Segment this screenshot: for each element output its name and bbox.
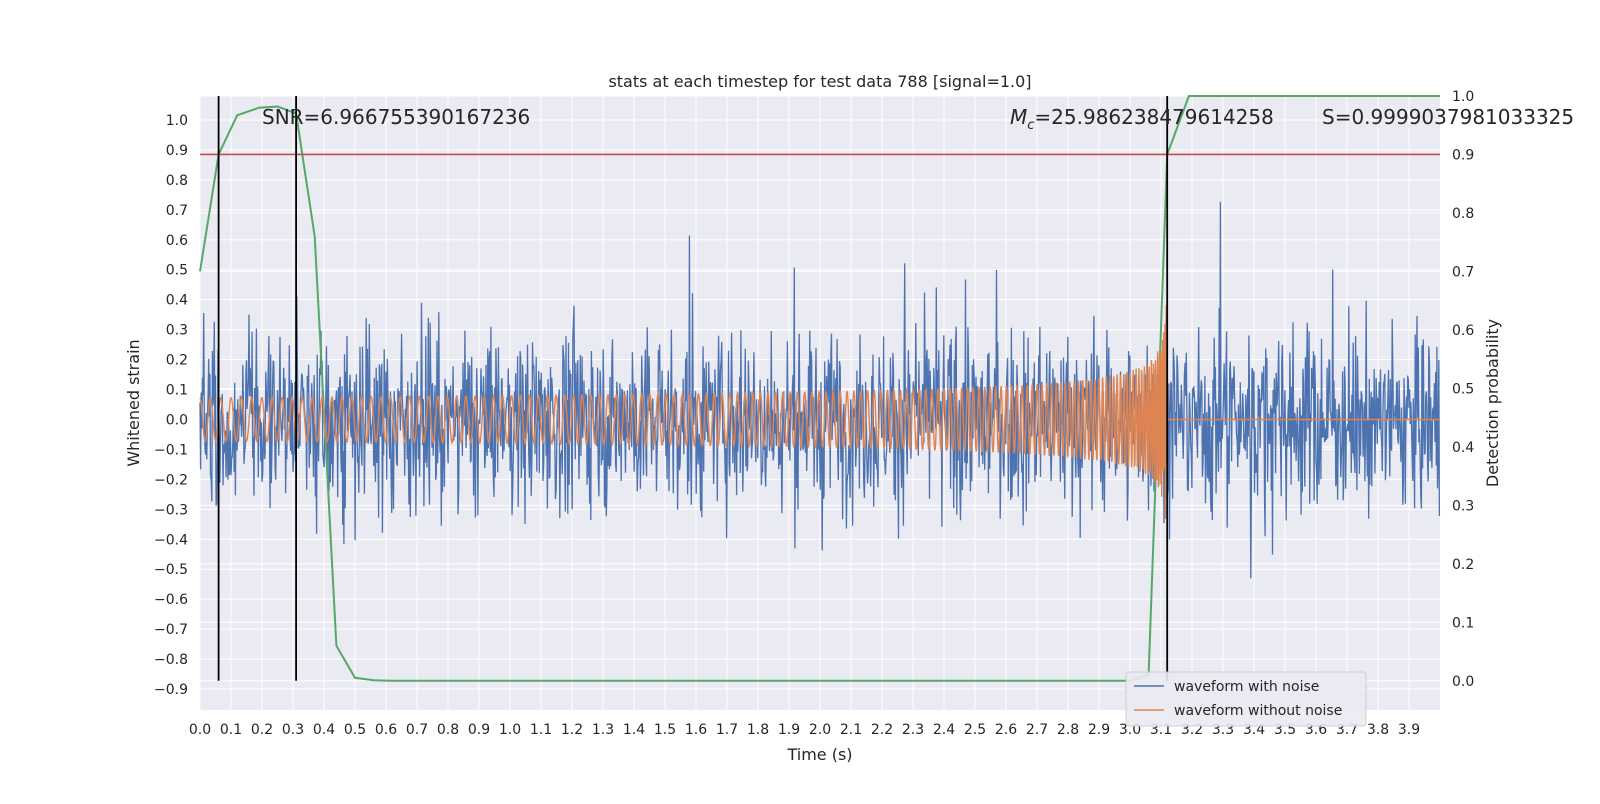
detection-probability-path	[199, 95, 1440, 682]
legend-box	[1125, 671, 1367, 727]
chart-title: stats at each timestep for test data 788…	[608, 72, 1031, 91]
x-tick-label: 2.2	[871, 722, 893, 738]
x-tick-label: 2.6	[995, 722, 1017, 738]
x-tick-label: 0.0	[189, 722, 211, 738]
x-tick-label: 0.6	[375, 722, 397, 738]
y-left-tick-labels: 1.0 0.9 0.8 0.7 0.6 0.5 0.4 0.3 0.2 0.1 0.0 −0.1 −0.…	[154, 113, 188, 698]
x-tick-label: 2.4	[933, 722, 955, 738]
x-tick-label: 2.5	[964, 722, 986, 738]
x-tick-label: 0.4	[313, 722, 335, 738]
x-tick-label: 0.9	[468, 722, 490, 738]
y-left-tick-label: −0.3	[154, 502, 188, 518]
waveform-without-noise-line	[199, 305, 1440, 519]
y-left-tick-label: 0.9	[166, 143, 188, 159]
legend: waveform with noise waveform without noi…	[1125, 671, 1367, 727]
y-left-tick-label: 0.5	[166, 263, 188, 279]
y-left-tick-label: −0.9	[154, 682, 188, 698]
y-left-tick-label: 0.0	[166, 412, 188, 428]
y-right-tick-label: 0.9	[1452, 147, 1474, 163]
x-tick-label: 1.0	[499, 722, 521, 738]
x-tick-label: 0.3	[282, 722, 304, 738]
y-right-tick-label: 0.4	[1452, 440, 1474, 456]
y-right-tick-label: 0.7	[1452, 264, 1474, 280]
x-tick-label: 2.0	[809, 722, 831, 738]
y-left-tick-label: −0.7	[154, 622, 188, 638]
x-tick-label: 1.4	[623, 722, 645, 738]
x-tick-label: 2.9	[1088, 722, 1110, 738]
y-left-tick-label: −0.8	[154, 652, 188, 668]
x-tick-label: 1.3	[592, 722, 614, 738]
x-tick-label: 1.2	[561, 722, 583, 738]
y-left-tick-label: 0.6	[166, 233, 188, 249]
y-left-tick-label: −0.5	[154, 562, 188, 578]
x-tick-label: 2.8	[1057, 722, 1079, 738]
x-tick-label: 1.9	[778, 722, 800, 738]
y-right-tick-label: 0.3	[1452, 498, 1474, 514]
y-right-tick-label: 0.2	[1452, 557, 1474, 573]
x-tick-label: 1.8	[747, 722, 769, 738]
y-left-tick-label: 0.2	[166, 353, 188, 369]
x-tick-label: 0.2	[251, 722, 273, 738]
y-right-tick-label: 0.6	[1452, 323, 1474, 339]
y-right-axis-label: Detection probability	[1483, 319, 1502, 487]
y-right-tick-label: 0.5	[1452, 381, 1474, 397]
x-tick-label: 2.1	[840, 722, 862, 738]
y-left-tick-label: −0.4	[154, 532, 188, 548]
waveform-with-noise-path	[199, 201, 1441, 579]
y-left-tick-label: 0.3	[166, 323, 188, 339]
y-right-tick-label: 0.1	[1452, 615, 1474, 631]
x-tick-label: 0.8	[437, 722, 459, 738]
x-tick-label: 1.1	[530, 722, 552, 738]
x-tick-label: 0.7	[406, 722, 428, 738]
x-tick-label: 2.3	[902, 722, 924, 738]
vertical-markers	[217, 96, 1169, 681]
y-right-tick-label: 1.0	[1452, 89, 1474, 105]
x-tick-label: 3.8	[1367, 722, 1389, 738]
legend-label-noise: waveform with noise	[1174, 679, 1319, 695]
waveform-with-noise-line	[199, 201, 1441, 579]
y-left-tick-label: −0.6	[154, 592, 188, 608]
waveform-without-noise-path	[199, 305, 1440, 519]
y-left-tick-label: 0.7	[166, 203, 188, 219]
y-left-tick-label: 0.1	[166, 383, 188, 399]
snr-annotation: SNR=6.966755390167236	[262, 105, 530, 129]
x-tick-label: 1.6	[685, 722, 707, 738]
y-left-tick-label: 1.0	[166, 113, 188, 129]
y-left-axis-label: Whitened strain	[124, 339, 143, 466]
s-annotation: S=0.9999037981033325	[1322, 105, 1574, 129]
y-right-tick-label: 0.0	[1452, 674, 1474, 690]
y-right-tick-labels: 1.0 0.9 0.8 0.7 0.6 0.5 0.4 0.3 0.2 0.1 0.0	[1452, 89, 1474, 690]
x-tick-label: 3.9	[1398, 722, 1420, 738]
y-left-tick-label: −0.2	[154, 472, 188, 488]
x-tick-label: 2.7	[1026, 722, 1048, 738]
x-tick-label: 1.5	[654, 722, 676, 738]
legend-label-clean: waveform without noise	[1174, 703, 1342, 719]
x-tick-label: 0.1	[220, 722, 242, 738]
chirp-mass-annotation: Mc=25.986238479614258	[1010, 105, 1274, 133]
y-left-tick-label: 0.4	[166, 293, 188, 309]
y-left-tick-label: −0.1	[154, 442, 188, 458]
y-right-tick-label: 0.8	[1452, 206, 1474, 222]
x-tick-label: 0.5	[344, 722, 366, 738]
detection-probability-line	[199, 95, 1440, 682]
x-axis-label: Time (s)	[786, 745, 852, 764]
y-left-tick-label: 0.8	[166, 173, 188, 189]
x-tick-label: 1.7	[716, 722, 738, 738]
